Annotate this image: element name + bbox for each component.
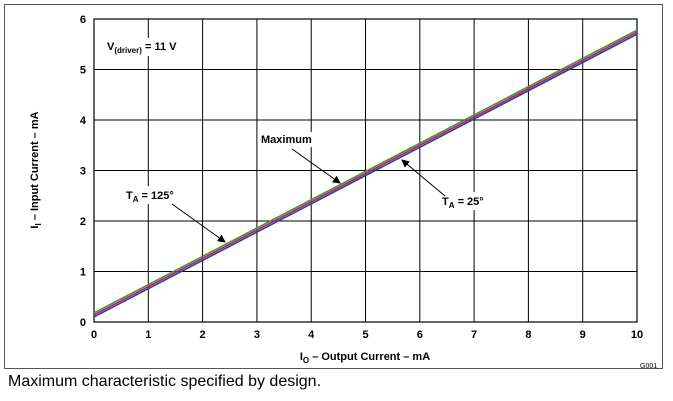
y-tick-label: 6	[80, 14, 86, 26]
ta125-annotation: TA = 125°	[124, 186, 226, 243]
series-line-2	[93, 31, 638, 316]
x-tick-label: 10	[631, 329, 643, 341]
y-tick-label: 4	[80, 115, 87, 127]
series-lines	[93, 29, 638, 318]
x-tick-label: 4	[308, 329, 315, 341]
x-tick-label: 9	[580, 329, 586, 341]
svg-text:TA = 125°: TA = 125°	[126, 190, 174, 204]
figure-caption: Maximum characteristic specified by desi…	[8, 373, 322, 390]
y-tick-label: 0	[80, 317, 86, 329]
driver-annotation: V(driver) = 11 V	[104, 38, 202, 56]
y-tick-label: 1	[80, 267, 86, 279]
x-tick-label: 5	[362, 329, 368, 341]
x-tick-label: 6	[417, 329, 423, 341]
ta25-annotation: TA = 25°	[401, 159, 496, 210]
series-line-1	[93, 29, 638, 314]
figure-frame	[4, 4, 663, 369]
svg-text:V(driver) = 11 V: V(driver) = 11 V	[107, 41, 177, 55]
x-tick-label: 0	[91, 329, 97, 341]
series-line-3	[93, 33, 638, 318]
x-tick-label: 8	[525, 329, 531, 341]
svg-text:Maximum: Maximum	[261, 134, 312, 146]
svg-text:TA = 25°: TA = 25°	[442, 196, 484, 210]
y-tick-label: 2	[80, 216, 86, 228]
tick-labels: 0 1 2 3 4 5 6 7 8 9 10 0 1 2 3 4 5 6	[80, 14, 643, 341]
x-tick-label: 2	[200, 329, 206, 341]
y-axis-label: II – Input Current – mA	[29, 111, 43, 228]
ta25-arrow	[401, 159, 446, 197]
ta125-arrow	[171, 203, 226, 243]
x-axis-label: IO – Output Current – mA	[300, 351, 430, 365]
y-tick-label: 3	[80, 166, 86, 178]
x-tick-label: 1	[145, 329, 151, 341]
x-tick-label: 7	[471, 329, 477, 341]
y-tick-label: 5	[80, 65, 86, 77]
maximum-annotation: Maximum	[258, 132, 341, 184]
maximum-arrow	[291, 148, 341, 184]
grid	[93, 18, 638, 323]
figure-code: G001	[640, 363, 657, 370]
x-tick-label: 3	[254, 329, 260, 341]
